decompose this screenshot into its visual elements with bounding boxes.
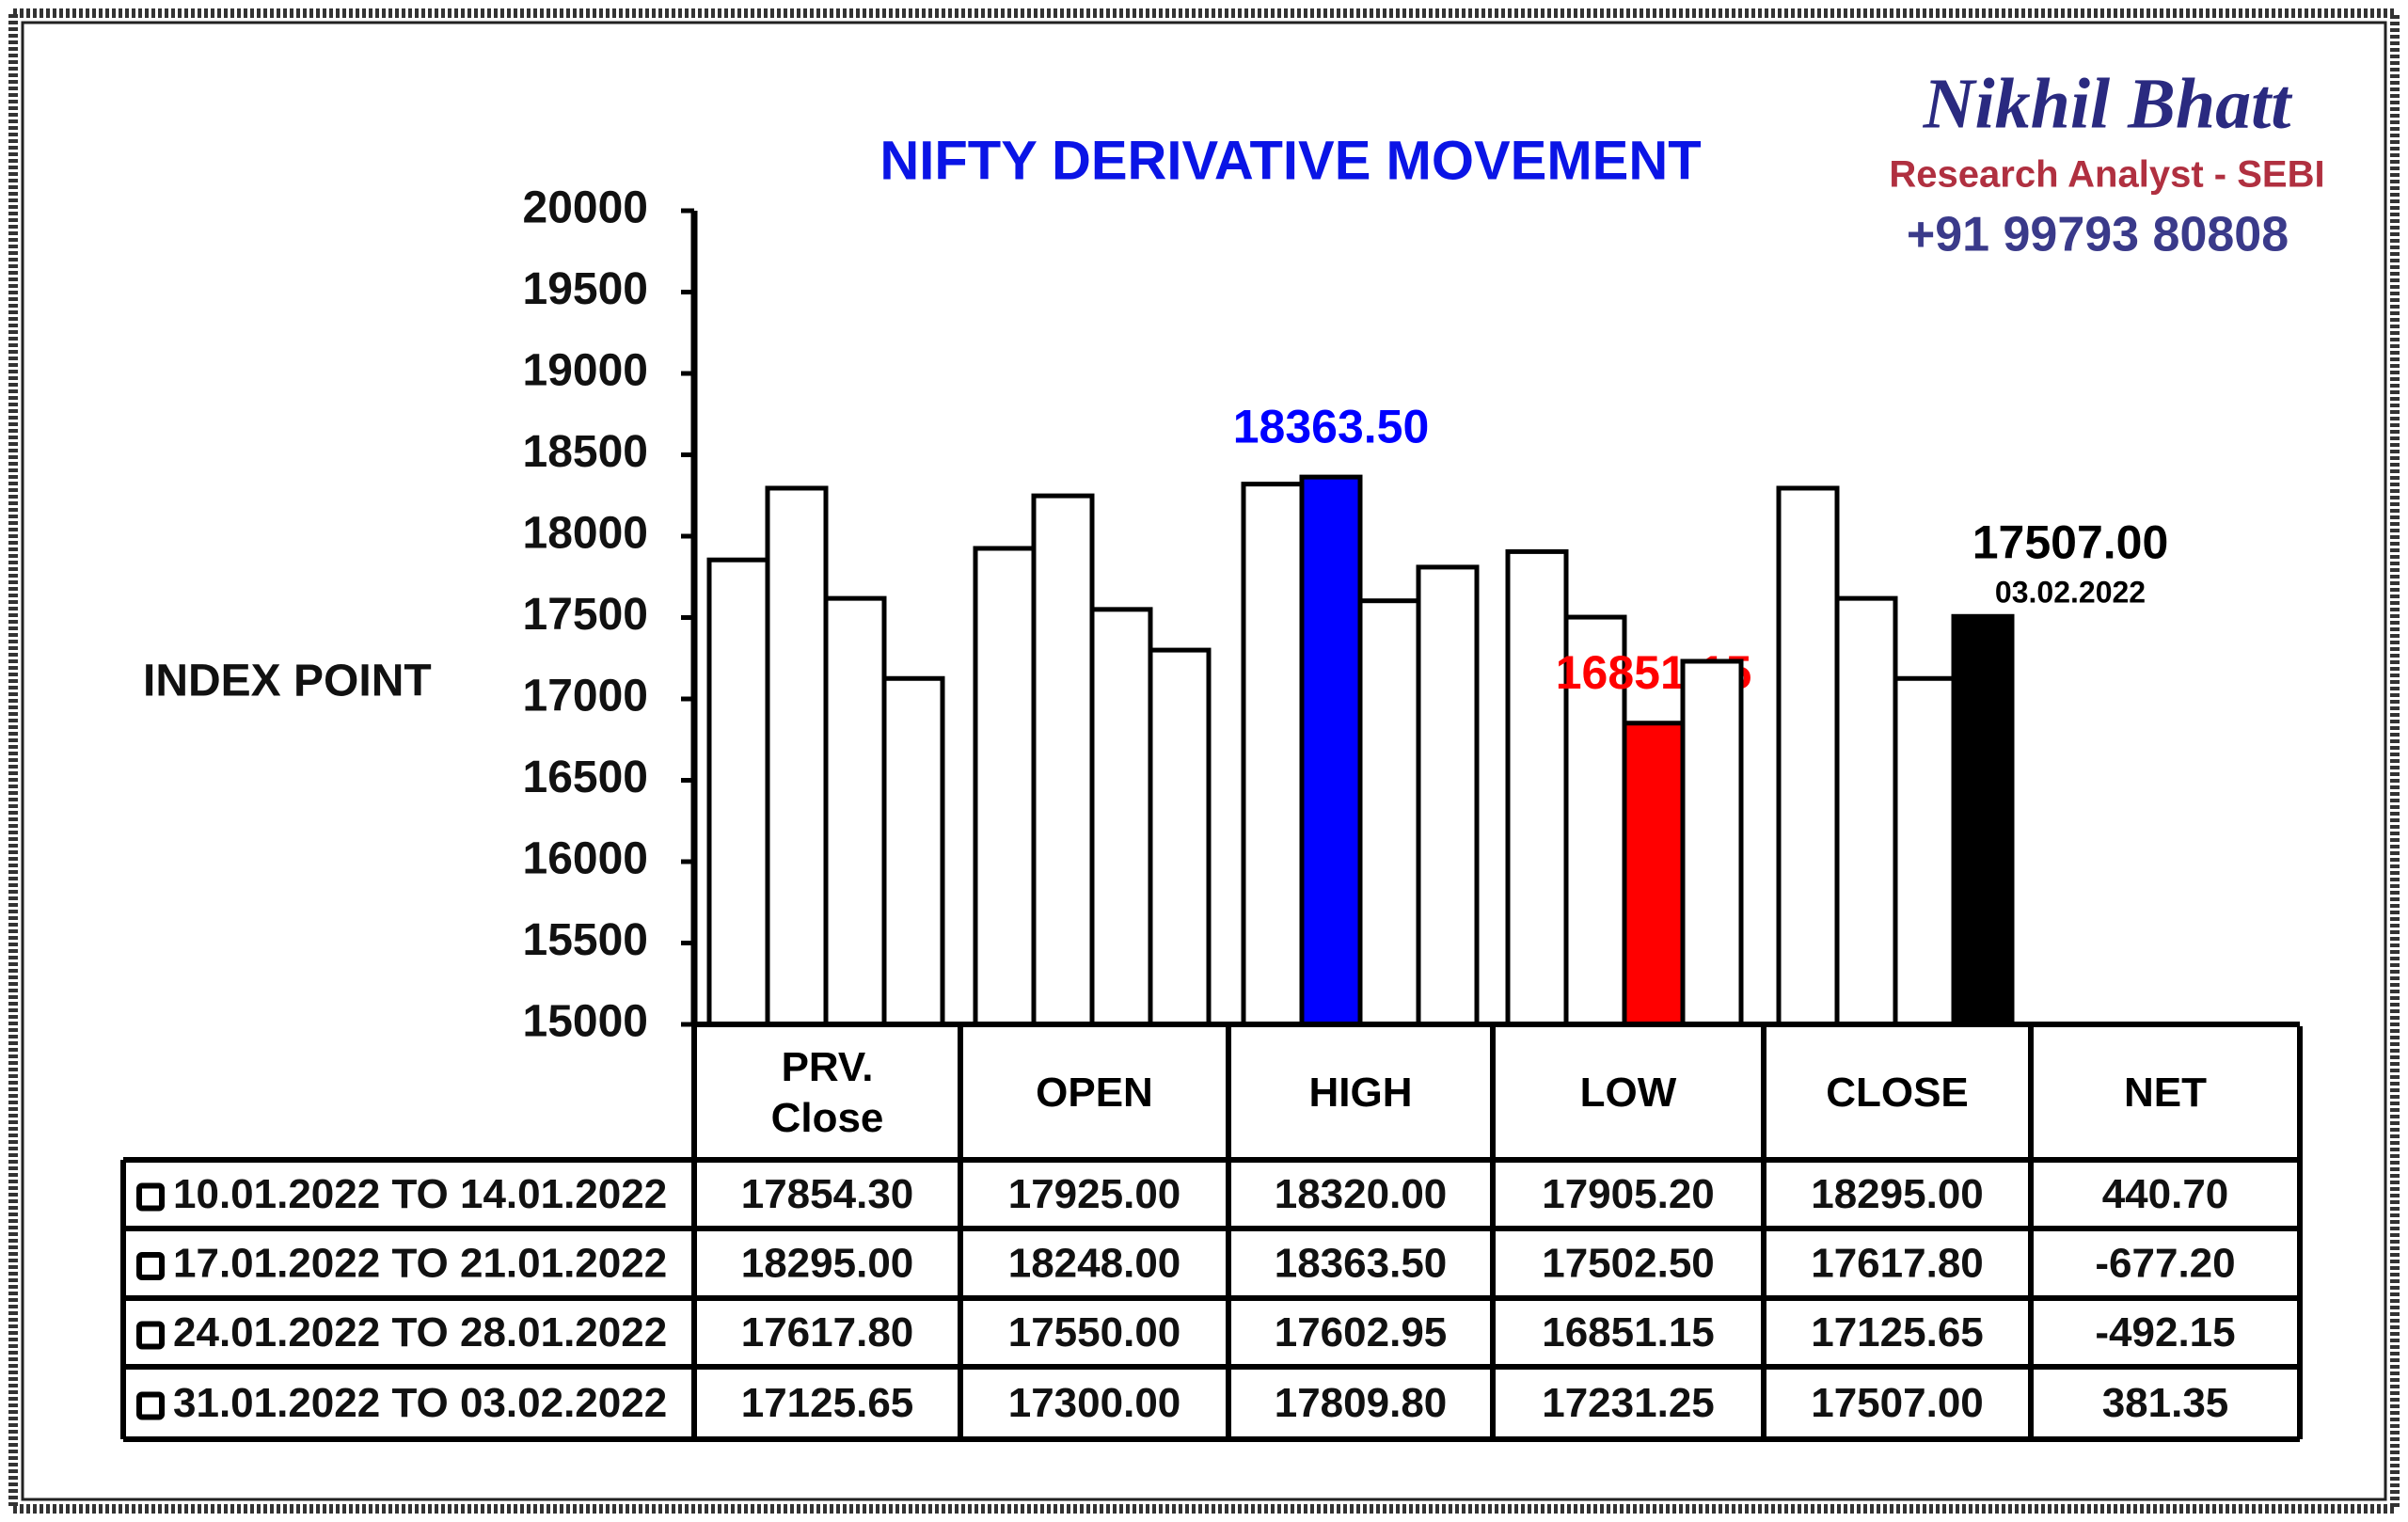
highlight-note: 03.02.2022: [1995, 576, 2146, 610]
brand-role: Research Analyst - SEBI: [1889, 154, 2324, 196]
y-tick-label: 18000: [523, 509, 648, 559]
table-cell: 17809.80: [1275, 1380, 1448, 1426]
column-header: PRV. Close: [770, 1044, 884, 1141]
table-cell: 17300.00: [1008, 1380, 1181, 1426]
table-cell: 17854.30: [741, 1171, 914, 1217]
table-cell: 17925.00: [1008, 1171, 1181, 1217]
y-tick-label: 19000: [523, 346, 648, 396]
y-tick-label: 15000: [523, 997, 648, 1047]
y-tick-label: 15500: [523, 915, 648, 965]
table-cell: -492.15: [2095, 1309, 2235, 1356]
table-cell: 17231.25: [1542, 1380, 1715, 1426]
y-axis-label: INDEX POINT: [143, 657, 432, 706]
bar: [765, 485, 829, 1027]
table-cell: 18295.00: [741, 1241, 914, 1287]
table-cell: 18320.00: [1275, 1171, 1448, 1217]
table-cell: 18363.50: [1275, 1241, 1448, 1287]
y-tick-label: 17500: [523, 590, 648, 640]
bar: [1241, 482, 1305, 1027]
column-header: OPEN: [1036, 1070, 1153, 1116]
table-cell: 18248.00: [1008, 1241, 1181, 1287]
table-cell: 17507.00: [1811, 1380, 1984, 1426]
legend-label: 24.01.2022 TO 28.01.2022: [173, 1309, 667, 1356]
bar: [823, 595, 887, 1027]
column-header: NET: [2124, 1070, 2207, 1116]
bar: [1834, 595, 1898, 1027]
bar: [973, 546, 1037, 1027]
bar: [1031, 493, 1095, 1027]
y-tick-label: 17000: [523, 672, 648, 721]
column-header: CLOSE: [1826, 1070, 1969, 1116]
table-cell: 17617.80: [1811, 1241, 1984, 1287]
column-header-text: CLOSE: [1826, 1070, 1969, 1116]
column-header-text: HIGH: [1308, 1070, 1413, 1116]
column-header: HIGH: [1308, 1070, 1413, 1116]
brand-phone: +91 99793 80808: [1907, 208, 2289, 262]
table-cell: 17125.65: [741, 1380, 914, 1426]
legend-marker: [136, 1252, 165, 1280]
table-cell: 17602.95: [1275, 1309, 1448, 1356]
bar: [1505, 548, 1569, 1027]
bar: [881, 675, 945, 1027]
table-cell: -677.20: [2095, 1241, 2235, 1287]
y-tick-label: 20000: [523, 183, 648, 233]
frame-inner: [21, 21, 2387, 1501]
bar: [1148, 647, 1212, 1027]
bar: [1299, 474, 1363, 1027]
table-cell: 17617.80: [741, 1309, 914, 1356]
chart-title: NIFTY DERIVATIVE MOVEMENT: [879, 130, 1701, 191]
y-tick-label: 16500: [523, 753, 648, 802]
table-cell: 17550.00: [1008, 1309, 1181, 1356]
table-cell: 16851.15: [1542, 1309, 1715, 1356]
frame: [8, 8, 2400, 1514]
bar: [1776, 485, 1840, 1027]
y-tick-label: 18500: [523, 427, 648, 477]
bar: [1951, 613, 2015, 1027]
legend-label: 17.01.2022 TO 21.01.2022: [173, 1241, 667, 1287]
legend-marker: [136, 1321, 165, 1350]
column-header-text: OPEN: [1036, 1070, 1153, 1116]
y-tick-label: 19500: [523, 264, 648, 314]
highlight-label: 18363.50: [1233, 400, 1430, 452]
column-header-text: PRV. Close: [770, 1044, 884, 1141]
table-cell: 18295.00: [1811, 1171, 1984, 1217]
bar: [1622, 721, 1686, 1027]
legend-marker: [136, 1182, 165, 1212]
column-header-text: LOW: [1579, 1070, 1677, 1116]
table-cell: 17125.65: [1811, 1309, 1984, 1356]
table-cell: 440.70: [2102, 1171, 2229, 1217]
y-tick-label: 16000: [523, 834, 648, 884]
table-cell: 381.35: [2102, 1380, 2229, 1426]
table-cell: 17502.50: [1542, 1241, 1715, 1287]
column-header-text: NET: [2124, 1070, 2207, 1116]
brand-name: Nikhil Bhatt: [1923, 64, 2294, 143]
table-cell: 17905.20: [1542, 1171, 1715, 1217]
highlight-label: 17507.00: [1972, 515, 2169, 568]
column-header: LOW: [1579, 1070, 1677, 1116]
bar: [1416, 564, 1480, 1027]
legend-marker: [136, 1391, 165, 1420]
legend-label: 10.01.2022 TO 14.01.2022: [173, 1171, 667, 1217]
bar: [706, 557, 770, 1027]
bar: [1893, 675, 1956, 1027]
legend-label: 31.01.2022 TO 03.02.2022: [173, 1380, 667, 1426]
bar: [1357, 598, 1421, 1027]
bar: [1089, 607, 1153, 1027]
bar: [1680, 658, 1744, 1027]
